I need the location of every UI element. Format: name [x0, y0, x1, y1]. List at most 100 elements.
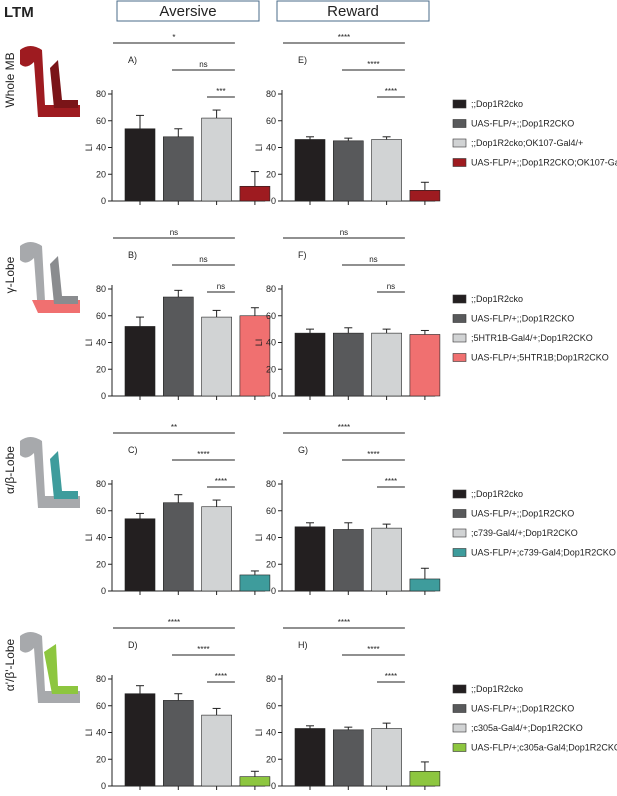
- legend-label: UAS-FLP/+;;Dop1R2CKO: [471, 314, 574, 324]
- y-axis-label: LI: [84, 144, 94, 152]
- y-axis-label: LI: [254, 144, 264, 152]
- panel-label: G): [298, 445, 308, 455]
- significance-label: ****: [197, 645, 209, 654]
- bar: [239, 185, 271, 202]
- y-tick-label: 40: [266, 143, 276, 153]
- significance-label: ns: [340, 228, 348, 237]
- legend-label: ;5HTR1B-Gal4/+;Dop1R2CKO: [471, 333, 593, 343]
- legend-label: ;;Dop1R2cko;OK107-Gal4/+: [471, 138, 583, 148]
- legend-label: UAS-FLP/+;;Dop1R2CKO: [471, 509, 574, 519]
- legend-label: ;c739-Gal4/+;Dop1R2CKO: [471, 528, 578, 538]
- bar: [124, 518, 156, 592]
- legend-label: UAS-FLP/+;c739-Gal4;Dop1R2CKO: [471, 548, 616, 558]
- bar: [163, 700, 194, 787]
- bar: [124, 693, 156, 787]
- legend-label: UAS-FLP/+;;Dop1R2CKO: [471, 704, 574, 714]
- y-tick-label: 20: [96, 364, 106, 374]
- bar: [294, 526, 326, 592]
- legend-swatch: [452, 509, 467, 518]
- y-tick-label: 0: [271, 391, 276, 401]
- y-tick-label: 0: [271, 196, 276, 206]
- significance-label: ****: [338, 423, 350, 432]
- column-box: [116, 0, 260, 22]
- y-tick-label: 60: [266, 116, 276, 126]
- panel-label: A): [128, 55, 137, 65]
- column-box: [276, 0, 430, 22]
- y-tick-label: 20: [96, 169, 106, 179]
- legend-swatch: [452, 489, 467, 499]
- significance-label: ****: [338, 33, 350, 42]
- significance-label: ****: [385, 672, 397, 681]
- significance-label: ****: [197, 450, 209, 459]
- significance-label: ns: [387, 282, 395, 291]
- legend-swatch: [452, 704, 467, 713]
- panel-label: E): [298, 55, 307, 65]
- legend-label: ;c305a-Gal4/+;Dop1R2CKO: [471, 723, 583, 733]
- significance-label: *: [172, 33, 175, 42]
- bar: [239, 776, 271, 787]
- y-tick-label: 80: [266, 479, 276, 489]
- mb-icon: [20, 242, 80, 313]
- y-tick-label: 0: [271, 586, 276, 596]
- y-tick-label: 40: [266, 338, 276, 348]
- y-tick-label: 60: [96, 116, 106, 126]
- significance-label: ****: [168, 618, 180, 627]
- legend-label: UAS-FLP/+;c305a-Gal4;Dop1R2CKO: [471, 743, 617, 753]
- y-tick-label: 20: [266, 169, 276, 179]
- bar: [332, 332, 364, 397]
- bar: [332, 140, 364, 202]
- bar: [371, 332, 402, 397]
- y-tick-label: 0: [271, 781, 276, 791]
- legend-label: UAS-FLP/+;;Dop1R2CKO;OK107-Gal4: [471, 158, 617, 168]
- bar: [201, 117, 232, 202]
- mb-icon: [20, 46, 80, 117]
- y-axis-label: LI: [254, 534, 264, 542]
- legend-swatch: [452, 743, 467, 752]
- panel-label: F): [298, 250, 307, 260]
- y-tick-label: 60: [96, 311, 106, 321]
- significance-label: ****: [338, 618, 350, 627]
- y-tick-label: 80: [96, 284, 106, 294]
- bar: [371, 139, 402, 202]
- legend-swatch: [452, 684, 467, 694]
- bar: [201, 506, 232, 592]
- significance-label: ****: [367, 60, 379, 69]
- mb-icon: [20, 632, 80, 703]
- bar: [332, 729, 364, 787]
- legend-swatch: [452, 138, 467, 148]
- significance-label: ns: [170, 228, 178, 237]
- legend-label: ;;Dop1R2cko: [471, 684, 523, 694]
- legend-swatch: [452, 119, 467, 128]
- y-tick-label: 60: [96, 701, 106, 711]
- figure-title: LTM: [4, 4, 34, 21]
- bar: [371, 527, 402, 592]
- legend-label: ;;Dop1R2cko: [471, 489, 523, 499]
- significance-label: ns: [369, 255, 377, 264]
- legend-swatch: [452, 528, 467, 538]
- y-tick-label: 40: [96, 143, 106, 153]
- y-axis-label: LI: [254, 729, 264, 737]
- panel-label: H): [298, 640, 308, 650]
- y-tick-label: 80: [266, 284, 276, 294]
- significance-label: ****: [215, 477, 227, 486]
- y-tick-label: 20: [96, 754, 106, 764]
- bar: [294, 728, 326, 787]
- panel-label: D): [128, 640, 138, 650]
- y-tick-label: 20: [266, 364, 276, 374]
- legend-label: UAS-FLP/+;;Dop1R2CKO: [471, 119, 574, 129]
- legend-swatch: [452, 723, 467, 733]
- y-tick-label: 40: [96, 533, 106, 543]
- bar: [163, 136, 194, 202]
- y-tick-label: 60: [266, 311, 276, 321]
- bar: [163, 502, 194, 592]
- bar: [332, 529, 364, 592]
- significance-label: ****: [215, 672, 227, 681]
- significance-label: ns: [217, 282, 225, 291]
- column-title: Reward: [327, 3, 379, 20]
- y-tick-label: 80: [96, 479, 106, 489]
- row-label: α'/β'-Lobe: [3, 638, 17, 691]
- bar: [124, 326, 156, 397]
- significance-label: ***: [216, 87, 225, 96]
- legend-swatch: [452, 158, 467, 167]
